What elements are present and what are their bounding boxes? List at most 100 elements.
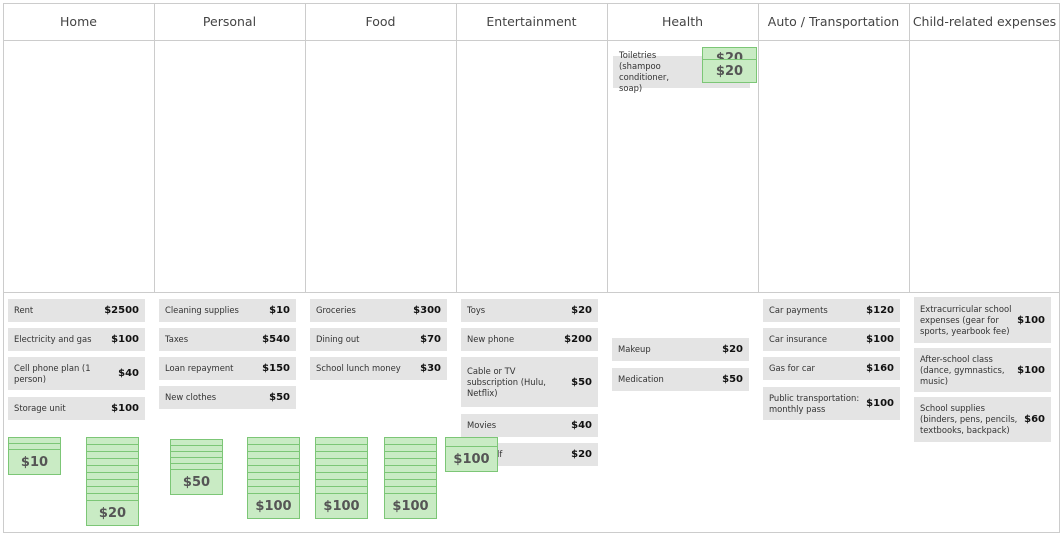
card-label: Electricity and gas	[14, 334, 92, 344]
card-label: School supplies (binders, pens, pencils,…	[920, 403, 1018, 435]
card-label: Cleaning supplies	[165, 305, 239, 315]
expense-card[interactable]: After-school class (dance, gymnastics, m…	[914, 348, 1051, 392]
card-label: Toys	[467, 305, 486, 315]
expense-card[interactable]: Electricity and gas $100	[8, 328, 145, 351]
expense-card[interactable]: Extracurricular school expenses (gear fo…	[914, 297, 1051, 343]
expense-card[interactable]: Loan repayment $150	[159, 357, 296, 380]
card-amount: $2500	[104, 305, 139, 316]
column-header: Entertainment	[486, 14, 577, 29]
card-amount: $100	[866, 398, 894, 409]
card-label: Car insurance	[769, 334, 828, 344]
header-line	[3, 40, 1060, 41]
column-divider	[909, 3, 910, 293]
card-label: Loan repayment	[165, 363, 234, 373]
expense-card[interactable]: Cell phone plan (1 person) $40	[8, 357, 145, 390]
expense-card[interactable]: Toys $20	[461, 299, 598, 322]
card-amount: $20	[571, 449, 592, 460]
column-header: Health	[661, 14, 704, 29]
card-amount: $540	[262, 334, 290, 345]
card-amount: $50	[269, 392, 290, 403]
expense-card[interactable]: Taxes $540	[159, 328, 296, 351]
expense-card[interactable]: School lunch money $30	[310, 357, 447, 380]
card-amount: $100	[111, 334, 139, 345]
column-divider	[607, 3, 608, 293]
expense-card[interactable]: Medication $50	[612, 368, 749, 391]
card-amount: $40	[571, 420, 592, 431]
expense-card[interactable]: New clothes $50	[159, 386, 296, 409]
card-amount: $100	[866, 334, 894, 345]
expense-card[interactable]: Cable or TV subscription (Hulu, Netflix)…	[461, 357, 598, 407]
card-label: New phone	[467, 334, 515, 344]
card-amount: $150	[262, 363, 290, 374]
card-amount: $100	[1017, 364, 1045, 376]
card-label: Taxes	[165, 334, 189, 344]
expense-card[interactable]: Car insurance $100	[763, 328, 900, 351]
card-amount: $40	[118, 368, 139, 379]
card-label: Dining out	[316, 334, 360, 344]
drop-line	[3, 292, 1060, 293]
card-label: After-school class (dance, gymnastics, m…	[920, 353, 1005, 386]
card-amount: $100	[1017, 314, 1045, 326]
money-bill[interactable]: $100	[247, 493, 300, 519]
column-header: Auto / Transportation	[767, 14, 900, 29]
card-amount: $70	[420, 334, 441, 345]
column-divider	[456, 3, 457, 293]
frame	[3, 3, 1060, 533]
card-label: Makeup	[618, 344, 651, 354]
card-label: Cable or TV subscription (Hulu, Netflix)	[467, 365, 546, 398]
card-amount: $200	[564, 334, 592, 345]
money-bill[interactable]: $50	[170, 469, 223, 495]
card-label: Public transportation: monthly pass	[769, 392, 860, 414]
expense-card[interactable]: Cleaning supplies $10	[159, 299, 296, 322]
expense-card[interactable]: Dining out $70	[310, 328, 447, 351]
card-amount: $120	[866, 305, 894, 316]
expense-card[interactable]: Car payments $120	[763, 299, 900, 322]
expense-card[interactable]: Makeup $20	[612, 338, 749, 361]
column-divider	[305, 3, 306, 293]
card-label: Toiletries (shampoo conditioner, soap)	[619, 50, 669, 93]
card-amount: $10	[269, 305, 290, 316]
column-divider	[758, 3, 759, 293]
card-label: lf	[497, 449, 503, 459]
money-bill[interactable]: $20	[702, 59, 757, 83]
column-header: Child-related expenses	[912, 14, 1057, 29]
column-divider	[154, 3, 155, 293]
expense-card[interactable]: Movies $40	[461, 414, 598, 437]
money-bill[interactable]: $100	[445, 446, 498, 472]
card-label: School lunch money	[316, 363, 401, 373]
card-label: Storage unit	[14, 403, 66, 413]
expense-card[interactable]: Groceries $300	[310, 299, 447, 322]
card-amount: $60	[1024, 414, 1045, 425]
card-label: Medication	[618, 374, 664, 384]
card-label: Rent	[14, 305, 34, 315]
card-label: Groceries	[316, 305, 356, 315]
card-amount: $50	[722, 374, 743, 385]
card-amount: $160	[866, 363, 894, 374]
card-amount: $20	[571, 305, 592, 316]
card-label: Extracurricular school expenses (gear fo…	[920, 303, 1012, 336]
card-label: Gas for car	[769, 363, 816, 373]
card-label: Movies	[467, 420, 497, 430]
column-header: Home	[60, 14, 97, 29]
expense-card[interactable]: Public transportation: monthly pass $100	[763, 387, 900, 420]
card-amount: $300	[413, 305, 441, 316]
column-header: Food	[365, 14, 396, 29]
money-bill[interactable]: $20	[86, 500, 139, 526]
expense-card[interactable]: Gas for car $160	[763, 357, 900, 380]
expense-card[interactable]: Storage unit $100	[8, 397, 145, 420]
expense-card[interactable]: New phone $200	[461, 328, 598, 351]
money-bill[interactable]: $10	[8, 449, 61, 475]
card-label: Cell phone plan (1 person)	[14, 362, 91, 384]
card-amount: $50	[571, 376, 592, 388]
expense-card[interactable]: Rent $2500	[8, 299, 145, 322]
card-label: Car payments	[769, 305, 828, 315]
expense-card[interactable]: School supplies (binders, pens, pencils,…	[914, 397, 1051, 442]
card-label: New clothes	[165, 392, 217, 402]
card-amount: $20	[722, 344, 743, 355]
column-header: Personal	[202, 14, 257, 29]
card-amount: $30	[420, 363, 441, 374]
card-amount: $100	[111, 403, 139, 414]
money-bill[interactable]: $100	[384, 493, 437, 519]
money-bill[interactable]: $100	[315, 493, 368, 519]
